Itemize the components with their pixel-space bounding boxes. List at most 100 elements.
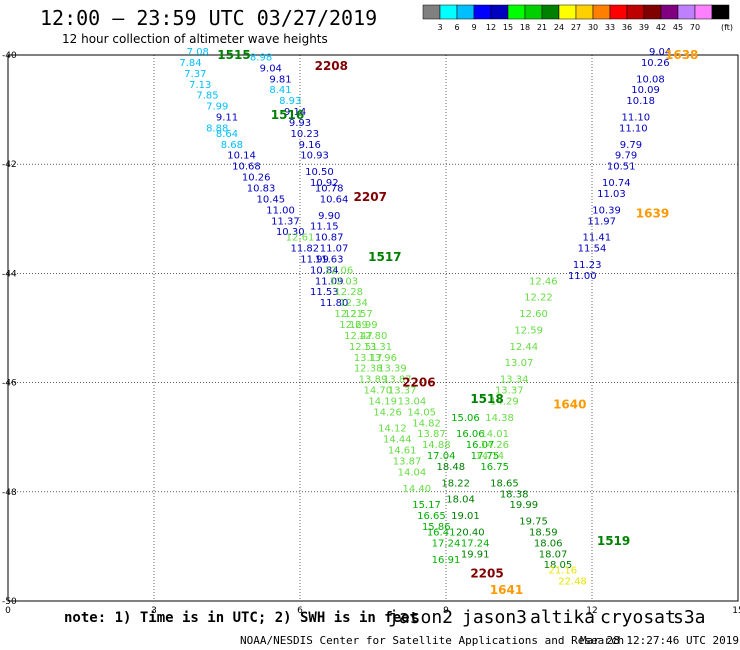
pass-label: 1640: [553, 397, 586, 411]
legend-swatch: [660, 4, 679, 20]
legend-swatch: [422, 4, 441, 20]
pass-label: 2206: [402, 376, 435, 390]
wave-height-point: 12.46: [529, 276, 558, 287]
wave-height-point: 10.93: [300, 151, 329, 162]
wave-height-point: 11.37: [271, 216, 300, 227]
legend-swatch: [609, 4, 628, 20]
wave-height-point: 15.17: [412, 500, 441, 511]
wave-height-point: 9.81: [269, 74, 291, 85]
wave-height-point: 18.07: [539, 549, 568, 560]
legend-swatch: [592, 4, 611, 20]
pass-label: 1639: [636, 206, 669, 220]
wave-height-point: 18.48: [437, 462, 466, 473]
wave-height-point: 7.84: [179, 58, 201, 69]
wave-height-point: 13.37: [495, 386, 524, 397]
wave-height-point: 9.16: [299, 140, 321, 151]
legend-label: 15: [503, 23, 513, 32]
legend-label: 3: [437, 23, 442, 32]
wave-height-point: 13.04: [398, 396, 427, 407]
wave-height-point: 13.39: [378, 364, 407, 375]
wave-height-point: 16.07: [466, 440, 495, 451]
wave-height-point: 14.19: [368, 396, 397, 407]
pass-label: 1516: [271, 108, 304, 122]
y-tick-label: -50: [2, 597, 17, 607]
wave-height-point: 12.28: [334, 287, 363, 298]
pass-label: 2208: [315, 59, 348, 73]
wave-height-point: 7.99: [206, 102, 228, 113]
x-tick-label: 3: [151, 606, 157, 616]
footnote: note: 1) Time is in UTC; 2) SWH is in fe…: [64, 610, 419, 626]
wave-height-point: 14.05: [407, 407, 436, 418]
wave-height-point: 18.04: [446, 495, 475, 506]
wave-height-point: 11.07: [320, 244, 349, 255]
wave-height-point: 12.03: [329, 276, 358, 287]
x-tick-label: 12: [586, 606, 597, 616]
wave-height-point: 9.04: [260, 63, 282, 74]
legend-swatch: [524, 4, 543, 20]
pass-label: 1515: [217, 48, 250, 62]
wave-height-point: 14.44: [383, 435, 412, 446]
wave-height-point: 8.93: [279, 96, 301, 107]
legend-swatch: [711, 4, 730, 20]
wave-height-point: 17.24: [432, 538, 461, 549]
wave-height-point: 20.40: [456, 527, 485, 538]
wave-height-point: 17.04: [427, 451, 456, 462]
wave-height-point: 11.82: [291, 244, 320, 255]
wave-height-point: 10.68: [232, 162, 261, 173]
wave-height-point: 10.84: [310, 265, 339, 276]
wave-height-point: 11.09: [315, 276, 344, 287]
wave-height-point: 16.06: [456, 429, 485, 440]
wave-height-point: 14.74: [475, 451, 504, 462]
legend-swatch: [558, 4, 577, 20]
wave-height-point: 9.79: [615, 151, 637, 162]
legend-swatch: [677, 4, 696, 20]
y-tick-label: -48: [2, 488, 17, 498]
wave-height-point: 10.74: [602, 178, 631, 189]
wave-height-point: 8.64: [216, 129, 238, 140]
wave-height-point: 10.51: [607, 162, 636, 173]
satellite-label-s3a: s3a: [673, 607, 706, 628]
wave-height-point: 17.75: [471, 451, 500, 462]
wave-height-point: 7.08: [187, 47, 209, 58]
legend-label: 42: [656, 23, 666, 32]
wave-height-point: 13.87: [393, 457, 422, 468]
wave-height-point: 11.23: [573, 260, 602, 271]
wave-height-point: 11.15: [310, 222, 339, 233]
legend-swatch: [541, 4, 560, 20]
wave-height-point: 14.38: [485, 413, 514, 424]
wave-height-point: 8.88: [206, 123, 228, 134]
legend-swatch: [694, 4, 713, 20]
wave-height-point: 12.51: [349, 342, 378, 353]
wave-height-point: 10.26: [242, 173, 271, 184]
legend-swatch: [490, 4, 509, 20]
wave-height-point: 12.47: [344, 331, 373, 342]
legend-swatch: [456, 4, 475, 20]
wave-height-point: 14.82: [412, 418, 441, 429]
wave-height-point: 11.99: [300, 254, 329, 265]
legend-label: 9: [471, 23, 476, 32]
wave-height-point: 10.14: [227, 151, 256, 162]
wave-height-point: 14.61: [388, 446, 417, 457]
wave-height-point: 11.03: [597, 189, 626, 200]
wave-height-point: 10.87: [315, 233, 344, 244]
wave-height-point: 13.37: [388, 386, 417, 397]
wave-height-point: 18.06: [534, 538, 563, 549]
x-tick-labels: 0 3 6 9 12 15: [5, 606, 740, 616]
legend-label: 30: [588, 23, 598, 32]
legend-label: 45: [673, 23, 683, 32]
pass-label: 2205: [470, 567, 503, 581]
wave-height-point: 19.01: [451, 511, 480, 522]
wave-height-point: 14.12: [378, 424, 407, 435]
wave-height-point: 10.23: [291, 129, 320, 140]
wave-height-point: 13.34: [500, 375, 529, 386]
pass-label: 2207: [354, 190, 387, 204]
wave-height-point: 14.26: [373, 407, 402, 418]
wave-height-point: 19.99: [510, 500, 539, 511]
x-tick-label: 0: [5, 606, 11, 616]
wave-height-point: 16.41: [427, 527, 456, 538]
pass-label: 1638: [665, 48, 698, 62]
wave-height-point: 18.38: [500, 489, 529, 500]
wave-height-point: 13.31: [364, 342, 393, 353]
timestamp-text: Mar 28 12:27:46 UTC 2019: [580, 634, 739, 647]
wave-height-point: 18.05: [544, 560, 573, 571]
